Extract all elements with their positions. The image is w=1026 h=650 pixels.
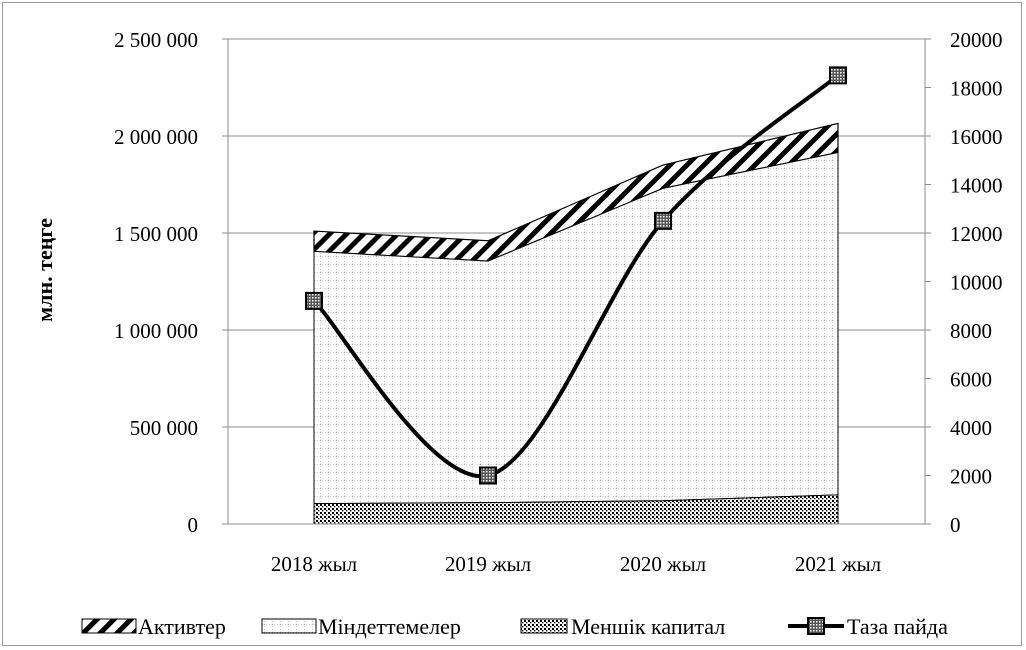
line-series — [305, 66, 847, 485]
x-tick-label-2: 2020 жыл — [620, 552, 706, 576]
y2-tick-label-0: 0 — [950, 513, 961, 537]
y-tick-labels: 0 500 000 1 000 000 1 500 000 2 000 000 2 500… — [114, 28, 198, 537]
legend-label-menshik-kapital: Меншік капитал — [571, 614, 725, 639]
x-tick-label-0: 2018 жыл — [271, 552, 357, 576]
x-tick-labels: 2018 жыл 2019 жыл 2020 жыл 2021 жыл — [271, 552, 881, 576]
y2-tick-label-4: 8000 — [950, 319, 992, 343]
y-tick-label-1: 500 000 — [130, 416, 198, 440]
y-axis-label: млн. теңге — [32, 218, 57, 322]
legend-label-aktivter: Активтер — [138, 614, 226, 639]
marker-taza-paida-1 — [479, 466, 497, 485]
y2-tick-label-9: 18000 — [950, 77, 1003, 101]
legend-swatch-aktivter — [81, 618, 137, 634]
area-series — [313, 122, 839, 525]
y2-tick-label-3: 6000 — [950, 368, 992, 392]
y2-tick-labels: 0 2000 4000 6000 8000 10000 12000 14000 16000 180… — [950, 28, 1003, 537]
y2-tick-label-10: 20000 — [950, 28, 1003, 52]
legend: Активтер Міндеттемелер Меншік капитал Та… — [81, 614, 948, 639]
legend-label-taza-paida: Таза пайда — [847, 614, 948, 639]
x-tick-label-3: 2021 жыл — [795, 552, 881, 576]
y-tick-label-0: 0 — [188, 513, 199, 537]
line-taza-paida — [312, 73, 840, 479]
y2-tick-label-5: 10000 — [950, 271, 1003, 295]
y2-tick-label-6: 12000 — [950, 222, 1003, 246]
y-tick-label-4: 2 000 000 — [114, 125, 198, 149]
legend-swatch-menshik-kapital — [520, 618, 568, 634]
axes — [222, 38, 931, 525]
y-tick-label-2: 1 000 000 — [114, 319, 198, 343]
legend-swatch-mindettemeler — [261, 618, 317, 634]
x-tick-label-1: 2019 жыл — [445, 552, 531, 576]
y-tick-label-5: 2 500 000 — [114, 28, 198, 52]
y-tick-label-3: 1 500 000 — [114, 222, 198, 246]
y2-tick-label-1: 2000 — [950, 465, 992, 489]
legend-label-mindettemeler: Міндеттемелер — [318, 614, 461, 639]
legend-marker-taza-paida — [807, 617, 825, 635]
y2-tick-label-8: 16000 — [950, 125, 1003, 149]
marker-taza-paida-2 — [654, 211, 672, 230]
y2-tick-label-2: 4000 — [950, 416, 992, 440]
marker-taza-paida-0 — [305, 291, 323, 310]
y2-tick-label-7: 14000 — [950, 174, 1003, 198]
marker-taza-paida-3 — [829, 66, 847, 85]
